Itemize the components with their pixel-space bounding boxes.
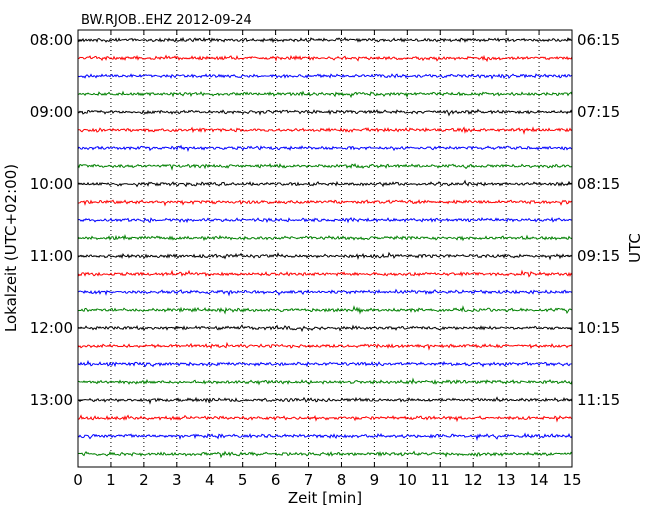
seismogram-trace [77, 216, 573, 224]
left-tick-label: 11:00 [30, 247, 73, 265]
x-tick-label: 12 [464, 471, 483, 489]
seismogram-trace [77, 269, 573, 278]
seismogram-trace [77, 73, 573, 80]
chart-title: BW.RJOB..EHZ 2012-09-24 [81, 13, 252, 28]
left-tick-label: 09:00 [30, 103, 73, 121]
right-tick-label: 11:15 [577, 391, 620, 409]
right-tick-label: 09:15 [577, 247, 620, 265]
seismogram-trace [77, 163, 573, 171]
x-axis-label: Zeit [min] [288, 489, 362, 507]
seismogram-trace [77, 324, 573, 333]
x-tick-label: 5 [238, 471, 248, 489]
x-tick-label: 4 [205, 471, 215, 489]
x-tick-label: 14 [530, 471, 549, 489]
x-tick-label: 9 [370, 471, 380, 489]
seismogram-trace [77, 199, 573, 207]
right-tick-label: 10:15 [577, 319, 620, 337]
seismogram-trace [77, 432, 573, 442]
seismogram-trace [77, 36, 573, 44]
x-tick-label: 0 [73, 471, 83, 489]
x-tick-label: 1 [106, 471, 116, 489]
x-tick-label: 8 [337, 471, 347, 489]
seismogram-trace [77, 396, 573, 405]
seismogram-trace [77, 341, 573, 351]
left-tick-label: 10:00 [30, 175, 73, 193]
right-axis-ticks: 06:15 07:15 08:15 09:15 10:15 11:15 [567, 31, 620, 409]
seismogram-trace [77, 288, 573, 297]
seismogram-trace [77, 251, 573, 261]
x-axis-ticks: 0 1 2 3 4 5 6 7 8 9 10 11 12 13 14 15 [73, 30, 582, 489]
x-tick-label: 13 [497, 471, 516, 489]
left-axis-ticks: 08:00 09:00 10:00 11:00 12:00 13:00 [30, 31, 83, 409]
seismogram-trace [77, 305, 573, 315]
seismogram-trace [77, 377, 573, 386]
grid-lines [110, 30, 540, 467]
seismogram-trace [77, 108, 573, 117]
seismogram-trace [77, 414, 573, 423]
seismogram-trace [77, 179, 573, 188]
left-tick-label: 13:00 [30, 391, 73, 409]
seismogram-trace [77, 54, 573, 63]
right-tick-label: 06:15 [577, 31, 620, 49]
seismogram-trace [77, 450, 573, 459]
seismogram-trace [77, 126, 573, 135]
x-tick-label: 15 [562, 471, 581, 489]
seismogram-trace [77, 144, 573, 152]
x-tick-label: 10 [398, 471, 417, 489]
seismogram-trace [77, 90, 573, 99]
x-tick-label: 11 [431, 471, 450, 489]
x-tick-label: 3 [172, 471, 182, 489]
plot-frame [77, 29, 573, 468]
right-axis-label: UTC [626, 233, 644, 263]
left-tick-label: 08:00 [30, 31, 73, 49]
left-tick-label: 12:00 [30, 319, 73, 337]
right-tick-label: 08:15 [577, 175, 620, 193]
x-tick-label: 7 [304, 471, 314, 489]
seismogram-trace [77, 234, 573, 242]
seismogram-trace [77, 359, 573, 368]
seismogram-traces [77, 36, 573, 459]
right-tick-label: 07:15 [577, 103, 620, 121]
left-axis-label: Lokalzeit (UTC+02:00) [2, 164, 20, 332]
x-tick-label: 2 [139, 471, 149, 489]
x-tick-label: 6 [271, 471, 281, 489]
